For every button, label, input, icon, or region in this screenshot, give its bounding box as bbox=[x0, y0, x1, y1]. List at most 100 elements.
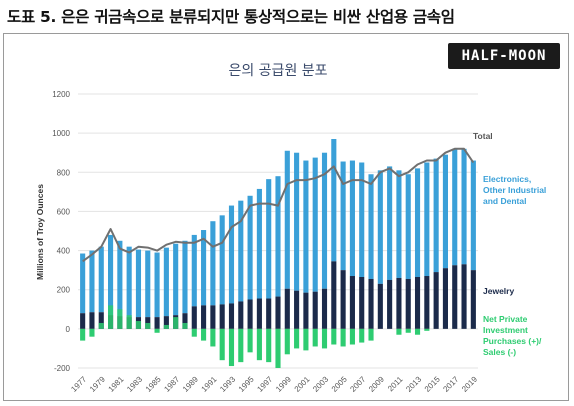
bar-investment bbox=[331, 328, 337, 345]
bar-investment bbox=[126, 315, 132, 329]
chart-frame bbox=[3, 33, 569, 401]
x-ticks: 1977 1979 1981 1983 1985 1987 1989 1991 1993 1995… bbox=[69, 374, 479, 393]
bar-jewelry bbox=[275, 296, 281, 329]
x-tick-label: 1979 bbox=[88, 374, 107, 393]
bar-investment bbox=[80, 328, 86, 341]
x-tick-label: 2003 bbox=[311, 374, 330, 393]
bar-jewelry bbox=[266, 298, 272, 329]
bar-investment bbox=[294, 328, 300, 349]
bar-electronics bbox=[303, 160, 309, 293]
bar-jewelry bbox=[340, 270, 346, 329]
bar-electronics bbox=[154, 252, 160, 318]
bar-electronics bbox=[228, 205, 235, 304]
bar-electronics bbox=[424, 162, 430, 277]
bar-electronics bbox=[461, 148, 467, 265]
bar-electronics bbox=[238, 200, 244, 302]
bar-electronics bbox=[89, 250, 95, 313]
bar-investment bbox=[247, 328, 253, 353]
y-ticks: -200 0 200 400 600 800 1000 1200 bbox=[52, 90, 70, 373]
half-moon-logo: HALF-MOON bbox=[448, 43, 560, 69]
legend-jewelry: Jewelry bbox=[483, 286, 514, 296]
bar-investment bbox=[405, 328, 411, 333]
bar-electronics bbox=[368, 174, 374, 279]
bar-electronics bbox=[266, 179, 272, 299]
x-tick-label: 1993 bbox=[218, 374, 237, 393]
bars bbox=[80, 139, 476, 368]
bar-electronics bbox=[126, 246, 132, 318]
bar-investment bbox=[256, 328, 262, 361]
bar-jewelry bbox=[98, 312, 104, 329]
bar-electronics bbox=[359, 162, 365, 277]
total-line bbox=[82, 147, 475, 263]
y-tick-label: 400 bbox=[57, 247, 71, 256]
bar-jewelry bbox=[387, 279, 393, 329]
bar-jewelry bbox=[349, 276, 355, 329]
bar-jewelry bbox=[182, 313, 188, 329]
bar-jewelry bbox=[461, 264, 467, 329]
bar-investment bbox=[145, 322, 151, 329]
bar-jewelry bbox=[442, 268, 448, 329]
bar-investment bbox=[163, 324, 169, 329]
bar-investment bbox=[303, 328, 309, 351]
bar-jewelry bbox=[294, 290, 300, 329]
bar-electronics bbox=[387, 166, 393, 280]
bar-jewelry bbox=[89, 312, 95, 329]
bar-electronics bbox=[135, 249, 142, 318]
bar-jewelry bbox=[284, 288, 290, 329]
y-tick-label: 0 bbox=[66, 325, 71, 334]
bar-electronics bbox=[442, 154, 448, 269]
bar-investment bbox=[117, 309, 123, 329]
bar-electronics bbox=[219, 215, 225, 305]
bar-jewelry bbox=[191, 306, 197, 329]
bar-electronics bbox=[331, 139, 337, 262]
bar-jewelry bbox=[377, 283, 383, 329]
bar-jewelry bbox=[414, 276, 421, 329]
bar-electronics bbox=[294, 152, 300, 291]
bar-electronics bbox=[312, 157, 318, 292]
y-tick-label: 1000 bbox=[52, 129, 70, 138]
bar-electronics bbox=[414, 168, 421, 277]
legend-total: Total bbox=[473, 131, 493, 141]
bar-jewelry bbox=[201, 305, 207, 329]
bar-electronics bbox=[405, 174, 411, 279]
bar-investment bbox=[312, 328, 318, 347]
bar-electronics bbox=[173, 243, 179, 316]
x-tick-label: 2011 bbox=[386, 374, 405, 393]
x-tick-label: 1983 bbox=[125, 374, 144, 393]
x-tick-label: 1989 bbox=[181, 374, 200, 393]
bar-investment bbox=[359, 328, 365, 343]
bar-investment bbox=[340, 328, 346, 347]
x-tick-label: 1997 bbox=[255, 374, 274, 393]
bar-electronics bbox=[396, 170, 402, 278]
bar-electronics bbox=[377, 170, 383, 284]
bar-jewelry bbox=[219, 304, 225, 329]
x-tick-label: 2009 bbox=[367, 374, 386, 393]
page-title: 도표 5. 은은 귀금속으로 분류되지만 통상적으로는 비싼 산업용 금속임 bbox=[7, 8, 455, 26]
bar-electronics bbox=[349, 160, 355, 277]
bar-investment bbox=[238, 328, 244, 363]
total-line-group bbox=[82, 147, 475, 263]
bar-jewelry bbox=[359, 276, 365, 329]
bar-jewelry bbox=[247, 299, 253, 329]
bar-electronics bbox=[98, 246, 104, 313]
bar-jewelry bbox=[470, 270, 476, 329]
bar-jewelry bbox=[163, 316, 169, 329]
bar-electronics bbox=[210, 221, 216, 306]
legend-investment: Net Private Investment Purchases (+)/ Sa… bbox=[483, 314, 544, 357]
bar-electronics bbox=[163, 247, 169, 317]
bar-investment bbox=[321, 328, 328, 349]
bar-electronics bbox=[80, 253, 86, 314]
x-tick-label: 2019 bbox=[460, 374, 479, 393]
bar-electronics bbox=[247, 195, 253, 300]
bar-electronics bbox=[145, 250, 151, 318]
bar-electronics bbox=[452, 148, 458, 266]
bar-jewelry bbox=[331, 261, 337, 329]
bar-electronics bbox=[433, 158, 439, 273]
x-tick-label: 2015 bbox=[423, 374, 442, 393]
legend-electronics: Electronics, Other Industrial and Dental bbox=[483, 174, 549, 206]
x-tick-label: 2001 bbox=[293, 374, 312, 393]
bar-jewelry bbox=[424, 276, 430, 329]
bar-jewelry bbox=[312, 291, 318, 329]
x-tick-label: 1999 bbox=[274, 374, 293, 393]
